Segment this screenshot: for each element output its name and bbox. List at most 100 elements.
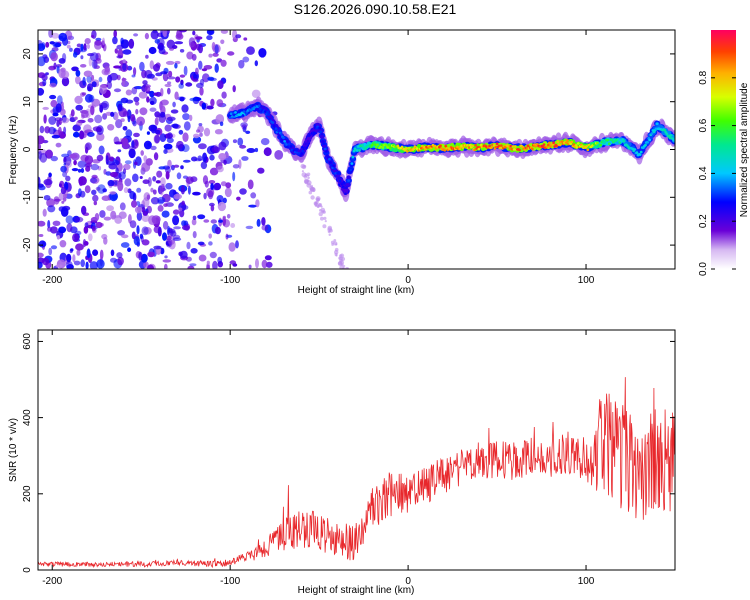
colorbar-tick-label: 0.4 [698, 166, 709, 180]
ridge-cell [322, 142, 326, 145]
ridge-cell [419, 146, 423, 150]
ridge-cell [576, 142, 580, 145]
noise-speckle [210, 219, 217, 224]
noise-speckle [162, 72, 169, 82]
noise-speckle [144, 32, 149, 40]
noise-speckle [152, 189, 157, 195]
noise-speckle [189, 97, 198, 102]
noise-speckle [219, 121, 224, 127]
ridge-cell [244, 112, 248, 115]
noise-speckle [44, 126, 51, 134]
noise-speckle [181, 200, 185, 206]
noise-speckle [131, 87, 138, 95]
noise-speckle [134, 206, 143, 214]
noise-speckle [74, 95, 83, 104]
noise-speckle [164, 124, 172, 132]
noise-speckle [106, 160, 116, 166]
ridge-cell [400, 145, 404, 149]
noise-speckle [191, 218, 197, 226]
noise-speckle [208, 77, 217, 82]
noise-speckle [128, 38, 135, 49]
ridge-cell [372, 141, 376, 144]
noise-speckle [149, 60, 154, 70]
noise-speckle [173, 226, 182, 230]
noise-speckle [135, 108, 139, 115]
noise-speckle [196, 82, 204, 89]
noise-speckle [206, 105, 214, 110]
ridge-cell [282, 136, 285, 140]
noise-speckle [255, 199, 260, 208]
noise-speckle [168, 70, 173, 78]
diagonal-trace-speckle [333, 239, 337, 242]
noise-speckle [195, 36, 203, 40]
noise-speckle [48, 172, 52, 178]
ridge-cell [287, 143, 291, 146]
noise-speckle [47, 220, 51, 229]
noise-speckle [180, 185, 185, 195]
noise-speckle [243, 37, 248, 41]
noise-speckle [215, 114, 225, 124]
noise-speckle [90, 34, 95, 38]
noise-speckle [183, 159, 191, 163]
ridge-cell [471, 144, 474, 148]
noise-speckle [162, 232, 167, 241]
ridge-cell [644, 143, 647, 147]
chart-title: S126.2026.090.10.58.E21 [293, 1, 457, 17]
noise-speckle [162, 30, 168, 38]
noise-speckle [122, 59, 126, 64]
noise-speckle [58, 32, 68, 42]
noise-speckle [78, 176, 87, 186]
noise-speckle [238, 59, 245, 69]
noise-speckle [115, 119, 123, 129]
noise-speckle [38, 56, 46, 67]
noise-speckle [232, 263, 238, 267]
noise-speckle [50, 52, 58, 62]
noise-speckle [197, 214, 206, 220]
noise-speckle [216, 165, 224, 173]
noise-speckle [197, 125, 204, 133]
noise-speckle [96, 132, 105, 142]
noise-speckle [274, 150, 284, 160]
noise-speckle [125, 129, 133, 138]
noise-speckle [38, 43, 46, 52]
noise-speckle [197, 155, 203, 161]
noise-speckle [136, 211, 143, 222]
noise-speckle [91, 174, 98, 179]
diagonal-trace-speckle [361, 306, 363, 308]
noise-speckle [206, 260, 210, 265]
noise-speckle [91, 189, 97, 195]
ridge-cell [492, 143, 496, 147]
noise-speckle [157, 205, 164, 212]
noise-speckle [257, 167, 265, 174]
diagonal-trace-speckle [343, 274, 347, 278]
spectrogram-y-axis-label: Frequency (Hz) [8, 116, 19, 185]
diagonal-trace-speckle [344, 272, 347, 275]
noise-speckle [62, 196, 67, 202]
noise-speckle [239, 144, 247, 149]
diagonal-trace-speckle [303, 178, 309, 184]
noise-speckle [154, 129, 161, 135]
ridge-cell [596, 141, 599, 145]
ridge-cell [229, 112, 233, 115]
noise-speckle [75, 243, 84, 251]
diagonal-trace-speckle [333, 241, 338, 246]
noise-speckle [140, 150, 144, 156]
noise-speckle [55, 264, 63, 268]
ridge-cell [295, 149, 298, 152]
noise-speckle [75, 104, 83, 111]
ridge-cell [665, 132, 669, 136]
noise-speckle [121, 77, 127, 82]
noise-speckle [181, 144, 190, 153]
noise-speckle [147, 251, 155, 258]
noise-speckle [261, 259, 268, 269]
ridge-cell [638, 153, 642, 156]
diagonal-trace-speckle [360, 307, 364, 311]
snr-y-tick-label: 600 [22, 333, 33, 350]
noise-speckle [217, 201, 227, 212]
noise-speckle [71, 66, 79, 72]
ridge-cell [228, 116, 232, 119]
noise-speckle [117, 181, 124, 192]
ridge-cell [424, 148, 427, 151]
snr-y-axis-label: SNR (10 * v/v) [8, 418, 19, 482]
ridge-cell [340, 183, 344, 186]
